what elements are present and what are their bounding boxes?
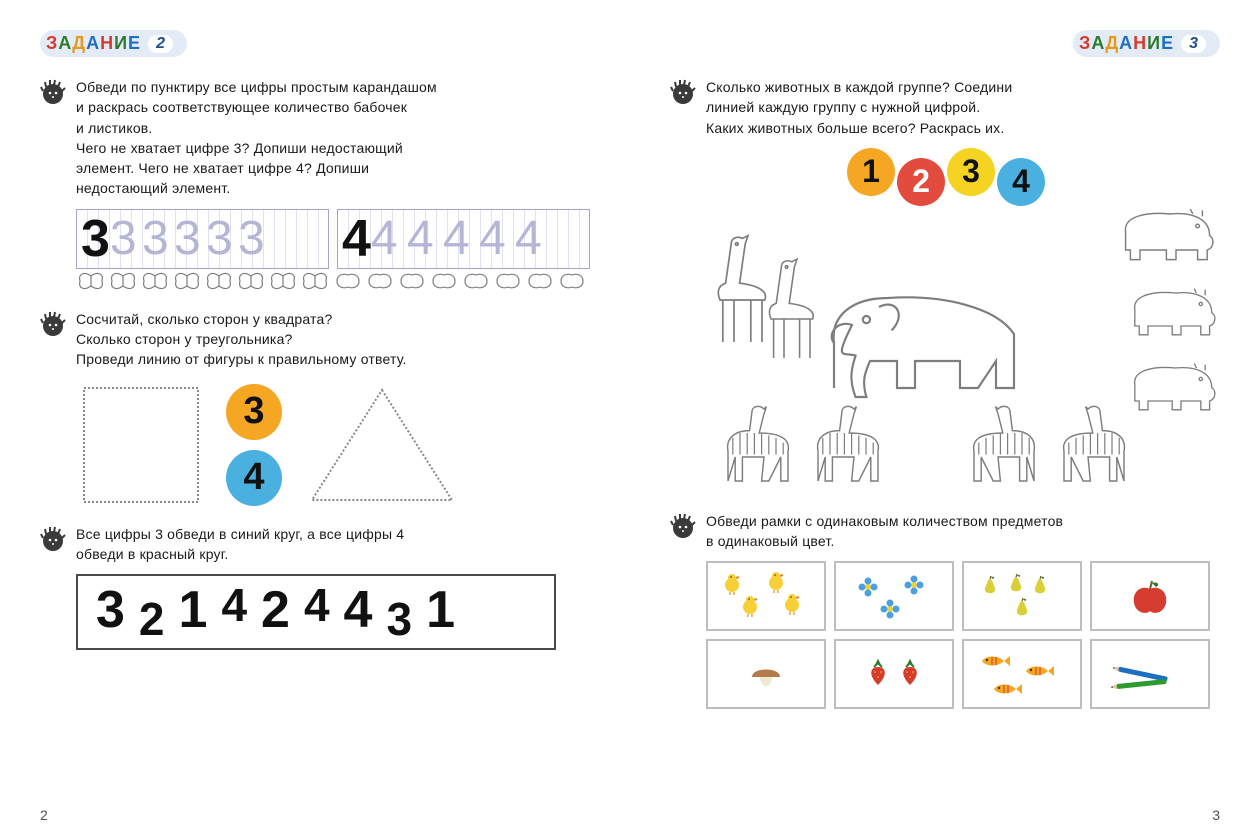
page-right: ЗАДАНИЕ 3 Сколько животных в каждой груп… [630, 0, 1260, 837]
zebra-icon [818, 406, 879, 481]
hedgehog-icon [40, 526, 66, 552]
giraffe-icon [718, 235, 765, 341]
number-circles-row: 1 2 3 4 [686, 148, 1206, 196]
cell-mushroom [706, 639, 826, 709]
hedgehog-icon [40, 311, 66, 337]
t1-l6: недостающий элемент. [76, 178, 437, 198]
insect-row [76, 271, 590, 295]
square-shape [76, 380, 206, 510]
r1-l2: линией каждую группу с нужной цифрой. [706, 97, 1012, 117]
page-number-right: 3 [1212, 807, 1220, 823]
trace-row: 3 3 3 3 3 3 4 4 4 4 4 4 [76, 209, 590, 269]
cell-pencils [1090, 639, 1210, 709]
t1-l1: Обведи по пунктиру все цифры простым кар… [76, 77, 437, 97]
circle-4: 4 [226, 450, 282, 506]
task-3: Все цифры 3 обведи в синий круг, а все ц… [40, 524, 590, 565]
cell-apple [1090, 561, 1210, 631]
t1-l3: и листиков. [76, 118, 437, 138]
t3-l1: Все цифры 3 обведи в синий круг, а все ц… [76, 524, 404, 544]
task-r1-text: Сколько животных в каждой группе? Соедин… [706, 77, 1012, 138]
trace-box-3: 3 3 3 3 3 3 [76, 209, 329, 269]
page-spread: ЗАДАНИЕ 2 Обведи по пунктиру все цифры п… [0, 0, 1260, 837]
task-2-text: Сосчитай, сколько сторон у квадрата? Ско… [76, 309, 407, 370]
hedgehog-icon [40, 79, 66, 105]
numbers-sequence: 321424431 [96, 580, 536, 640]
t2-l3: Проведи линию от фигуры к правильному от… [76, 349, 407, 369]
t3-l2: обведи в красный круг. [76, 544, 404, 564]
hippo-icon [1135, 363, 1215, 409]
task-r1: Сколько животных в каждой группе? Соедин… [670, 77, 1220, 138]
cell-pears [962, 561, 1082, 631]
zebra-icon [728, 406, 789, 481]
cell-strawberries [834, 639, 954, 709]
task-3-text: Все цифры 3 обведи в синий круг, а все ц… [76, 524, 404, 565]
cell-fish [962, 639, 1082, 709]
cell-chicks [706, 561, 826, 631]
header-pill-right: ЗАДАНИЕ 3 [1073, 30, 1220, 57]
header-word: ЗАДАНИЕ [1079, 33, 1173, 54]
dotted-3s: 3 3 3 3 3 [110, 211, 261, 266]
digit-3: 3 [81, 209, 110, 269]
digit-4: 4 [342, 209, 371, 269]
giraffe-icon [769, 259, 813, 358]
hedgehog-icon [670, 513, 696, 539]
trace-box-4: 4 4 4 4 4 4 [337, 209, 590, 269]
task-r2-text: Обведи рамки с одинаковым количеством пр… [706, 511, 1063, 552]
elephant-icon [832, 297, 1014, 397]
r2-l1: Обведи рамки с одинаковым количеством пр… [706, 511, 1063, 531]
header-number-right: 3 [1181, 35, 1206, 53]
r2-l2: в одинаковый цвет. [706, 531, 1063, 551]
r1-l3: Каких животных больше всего? Раскрась их… [706, 118, 1012, 138]
task-1: Обведи по пунктиру все цифры простым кар… [40, 77, 590, 199]
header-pill-left: ЗАДАНИЕ 2 [40, 30, 187, 57]
page-number-left: 2 [40, 807, 48, 823]
zebra-icon [974, 406, 1035, 481]
task-2: Сосчитай, сколько сторон у квадрата? Ско… [40, 309, 590, 370]
t1-l5: элемент. Чего не хватает цифре 4? Допиши [76, 158, 437, 178]
dotted-4s: 4 4 4 4 4 [371, 211, 540, 266]
header-number-left: 2 [148, 35, 173, 53]
header-word: ЗАДАНИЕ [46, 33, 140, 54]
circle-3: 3 [947, 148, 995, 196]
t1-l2: и раскрась соответствующее количество ба… [76, 97, 437, 117]
circle-2: 2 [897, 158, 945, 206]
animals-svg [706, 202, 1226, 492]
leaves [333, 271, 590, 295]
r1-l1: Сколько животных в каждой группе? Соедин… [706, 77, 1012, 97]
number-circles-col: 3 4 [226, 384, 282, 506]
task-r2: Обведи рамки с одинаковым количеством пр… [670, 511, 1220, 552]
circle-4: 4 [997, 158, 1045, 206]
zebra-icon [1064, 406, 1125, 481]
page-left: ЗАДАНИЕ 2 Обведи по пунктиру все цифры п… [0, 0, 630, 837]
items-grid [706, 561, 1220, 709]
numbers-box: 321424431 [76, 574, 556, 650]
task-1-text: Обведи по пунктиру все цифры простым кар… [76, 77, 437, 199]
hippo-icon [1125, 209, 1213, 259]
animals-illustration: 1 2 3 4 [706, 148, 1226, 497]
t2-l1: Сосчитай, сколько сторон у квадрата? [76, 309, 407, 329]
circle-3: 3 [226, 384, 282, 440]
t2-l2: Сколько сторон у треугольника? [76, 329, 407, 349]
t1-l4: Чего не хватает цифре 3? Допиши недостаю… [76, 138, 437, 158]
butterflies [76, 271, 333, 295]
hippo-icon [1135, 288, 1215, 334]
hedgehog-icon [670, 79, 696, 105]
cell-flowers [834, 561, 954, 631]
circle-1: 1 [847, 148, 895, 196]
triangle-shape [302, 380, 462, 510]
shapes-row: 3 4 [76, 380, 590, 510]
